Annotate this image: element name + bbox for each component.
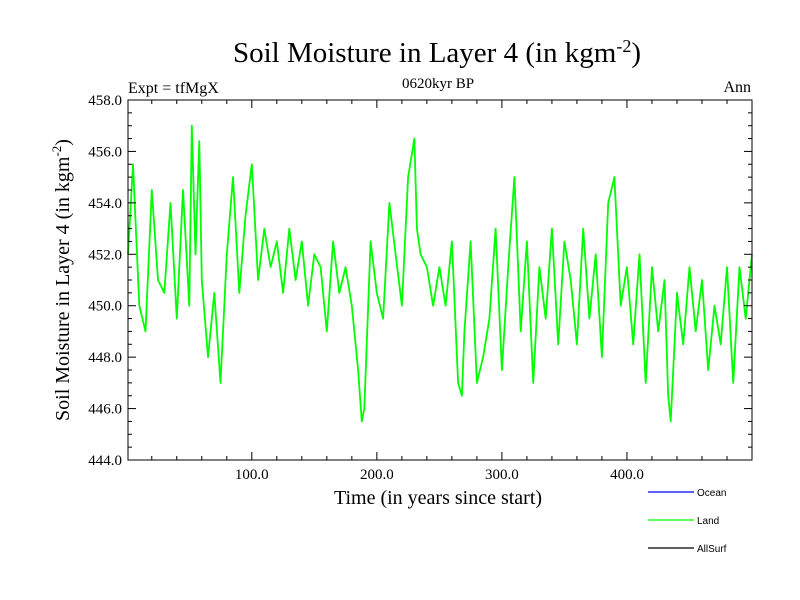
legend-label-allsurf: AllSurf bbox=[697, 544, 727, 555]
x-axis-label: Time (in years since start) bbox=[334, 487, 542, 509]
subtitle-left: Expt = tfMgX bbox=[128, 80, 219, 97]
y-tick-label: 448.0 bbox=[88, 350, 122, 366]
plot-area: 444.0 446.0 448.0 450.0 452.0 454.0 456.0 458.0… bbox=[88, 93, 753, 483]
y-tick-label: 454.0 bbox=[88, 196, 122, 212]
y-axis-label: Soil Moisture in Layer 4 (in kgm-2) bbox=[49, 139, 74, 421]
x-tick-label: 300.0 bbox=[485, 467, 519, 483]
y-tick-label: 452.0 bbox=[88, 247, 122, 263]
x-tick-label: 400.0 bbox=[610, 467, 644, 483]
subtitle-center: 0620kyr BP bbox=[402, 76, 474, 92]
legend-label-land: Land bbox=[697, 516, 719, 527]
chart-title: Soil Moisture in Layer 4 (in kgm-2) bbox=[233, 36, 641, 69]
y-tick-label: 456.0 bbox=[88, 144, 122, 160]
series-line-land bbox=[127, 124, 753, 423]
y-tick-label: 450.0 bbox=[88, 299, 122, 315]
subtitle-right: Ann bbox=[723, 79, 751, 96]
legend-label-ocean: Ocean bbox=[697, 488, 726, 499]
x-tick-label: 100.0 bbox=[235, 467, 269, 483]
y-tick-label: 446.0 bbox=[88, 402, 122, 418]
plot-frame bbox=[127, 99, 753, 461]
y-tick-label: 444.0 bbox=[88, 453, 122, 469]
legend: Ocean Land AllSurf bbox=[648, 488, 727, 555]
y-tick-label: 458.0 bbox=[88, 93, 122, 109]
x-tick-label: 200.0 bbox=[360, 467, 394, 483]
